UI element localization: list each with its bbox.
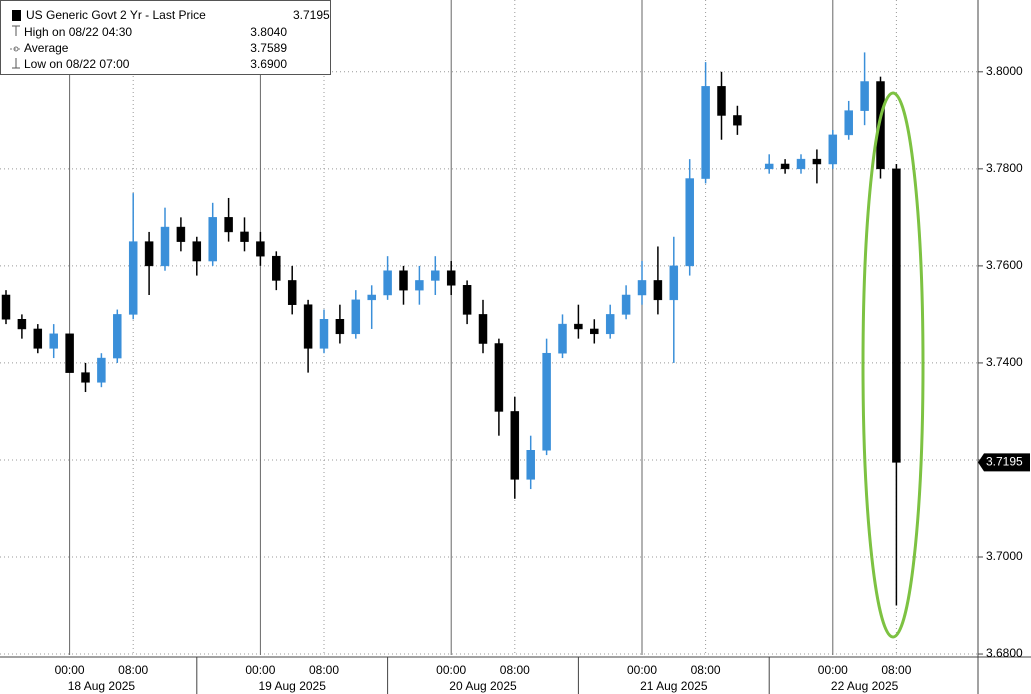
candle-body — [621, 294, 631, 315]
legend-icon — [13, 46, 19, 52]
candle-body — [272, 255, 281, 281]
candle-body — [669, 265, 679, 301]
candle-body — [287, 280, 297, 305]
candle-body — [33, 328, 43, 349]
x-tick-label: 00:00 — [245, 663, 275, 677]
legend-value: 3.6900 — [250, 57, 287, 71]
legend-icon — [12, 58, 20, 69]
candle-body — [303, 304, 313, 349]
candle-body — [637, 280, 647, 296]
candle-body — [653, 280, 663, 301]
x-tick-label: 08:00 — [881, 663, 911, 677]
x-tick-label: 00:00 — [627, 663, 657, 677]
candle-body — [542, 352, 551, 451]
day-label: 21 Aug 2025 — [640, 679, 708, 693]
y-tick-label: 3.7600 — [986, 258, 1023, 272]
candle-body — [431, 270, 440, 281]
candle-body — [717, 86, 726, 116]
candle-body — [224, 217, 233, 233]
y-tick-label: 3.7400 — [986, 355, 1023, 369]
legend-label: High on 08/22 04:30 — [24, 25, 132, 39]
legend-value: 3.8040 — [250, 25, 287, 39]
candle-body — [478, 314, 488, 344]
candle-body — [415, 280, 424, 291]
candle-body — [510, 411, 520, 480]
candle-body — [49, 333, 58, 349]
candle-body — [1, 294, 11, 320]
y-tick-label: 3.8000 — [986, 64, 1023, 78]
x-tick-label: 08:00 — [691, 663, 721, 677]
candle-body — [192, 241, 202, 262]
candle-body — [446, 270, 456, 286]
x-tick-label: 00:00 — [436, 663, 466, 677]
candle-body — [335, 319, 345, 335]
candle-body — [494, 343, 504, 412]
candle-body — [240, 231, 249, 242]
x-tick-label: 08:00 — [500, 663, 530, 677]
last-price-tag — [978, 453, 1030, 472]
candle-body — [876, 81, 885, 170]
grid — [0, 0, 978, 655]
candle-body — [828, 134, 838, 165]
candle-body — [812, 158, 822, 165]
legend-icon — [12, 10, 21, 21]
candle-body — [764, 163, 774, 170]
y-tick-label: 3.7800 — [986, 161, 1023, 175]
candle-body — [319, 319, 329, 349]
x-tick-label: 08:00 — [118, 663, 148, 677]
candle-body — [399, 270, 408, 291]
x-tick-label: 08:00 — [309, 663, 339, 677]
legend-box — [0, 0, 331, 75]
highlight-ellipse — [861, 91, 925, 639]
y-tick-label: 3.6800 — [986, 646, 1023, 660]
candle-body — [590, 328, 599, 335]
day-label: 19 Aug 2025 — [258, 679, 326, 693]
x-tick-label: 00:00 — [818, 663, 848, 677]
candle-body — [176, 226, 186, 242]
candle-body — [97, 357, 106, 383]
axes: 3.68003.70003.72003.74003.76003.78003.80… — [55, 64, 1030, 694]
last-price-label: 3.7195 — [986, 455, 1023, 469]
legend-label: US Generic Govt 2 Yr - Last Price — [26, 8, 206, 22]
candle-body — [526, 450, 535, 480]
legend-value: 3.7589 — [250, 41, 287, 55]
day-label: 20 Aug 2025 — [449, 679, 517, 693]
legend-icon — [12, 25, 20, 36]
legend-value: 3.7195 — [293, 8, 330, 22]
legend: US Generic Govt 2 Yr - Last Price 3.7195 H… — [0, 0, 331, 75]
candle-body — [208, 217, 217, 262]
candle-body — [733, 115, 742, 126]
candle-body — [558, 323, 567, 354]
candle-body — [780, 163, 790, 170]
candles — [1, 52, 901, 606]
day-label: 18 Aug 2025 — [68, 679, 136, 693]
legend-label: Average — [24, 41, 69, 55]
candle-body — [65, 333, 74, 373]
candle-body — [860, 81, 869, 111]
candle-body — [574, 323, 583, 330]
candle-body — [367, 294, 376, 301]
candle-body — [144, 241, 154, 267]
candle-body — [383, 270, 392, 296]
candle-body — [81, 372, 90, 383]
legend-label: Low on 08/22 07:00 — [24, 57, 130, 71]
candle-body — [605, 314, 615, 335]
candle-body — [892, 168, 901, 463]
candle-body — [685, 178, 694, 267]
day-label: 22 Aug 2025 — [831, 679, 899, 693]
candle-body — [113, 314, 122, 359]
candle-body — [256, 241, 265, 257]
x-tick-label: 00:00 — [55, 663, 85, 677]
candle-body — [796, 158, 806, 170]
y-tick-label: 3.7000 — [986, 549, 1023, 563]
candle-body — [160, 226, 170, 267]
candle-body — [17, 319, 27, 330]
candle-body — [128, 241, 138, 315]
candle-body — [844, 110, 853, 136]
candle-body — [351, 299, 361, 335]
candle-body — [701, 86, 710, 179]
candle-body — [462, 285, 472, 315]
